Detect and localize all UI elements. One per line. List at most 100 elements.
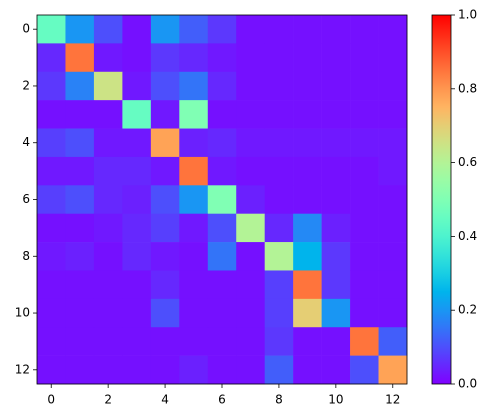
heatmap-cell (122, 185, 152, 214)
heatmap-cell (264, 156, 294, 186)
heatmap-cell (321, 71, 351, 101)
heatmap-cell (293, 270, 322, 300)
heatmap-cell (37, 185, 66, 214)
heatmap-cell (93, 213, 123, 243)
heatmap-cell (350, 355, 379, 385)
colorbar-tick-label: 0.6 (458, 155, 477, 169)
heatmap-cell (236, 355, 265, 385)
heatmap-cell (37, 355, 66, 385)
heatmap-cell (321, 185, 351, 214)
heatmap-cell (65, 128, 95, 158)
heatmap-cell (321, 242, 351, 271)
heatmap-cell (179, 156, 209, 186)
heatmap-cell (236, 298, 265, 328)
heatmap-cell (293, 100, 322, 129)
y-tick-label: 8 (22, 249, 30, 263)
heatmap-cell (350, 270, 379, 300)
x-tick-label: 4 (161, 393, 169, 407)
heatmap-cell (37, 43, 66, 73)
heatmap-cell (150, 270, 180, 300)
heatmap-cell (150, 128, 180, 158)
heatmap-cell (264, 355, 294, 385)
heatmap-cell (293, 242, 322, 271)
heatmap-cell (321, 270, 351, 300)
heatmap-cell (37, 15, 66, 44)
heatmap-cell (264, 100, 294, 129)
x-tick-label: 10 (328, 393, 343, 407)
heatmap-cell (207, 270, 237, 300)
heatmap-cell (93, 327, 123, 356)
heatmap-cell (236, 43, 265, 73)
heatmap-cell (378, 355, 408, 385)
heatmap-cell (321, 43, 351, 73)
colorbar-tick-label: 1.0 (458, 8, 477, 22)
heatmap-cell (65, 185, 95, 214)
heatmap-cell (350, 242, 379, 271)
heatmap-cell (207, 185, 237, 214)
heatmap-cell (207, 298, 237, 328)
heatmap-cell (65, 71, 95, 101)
heatmap-cell (293, 43, 322, 73)
heatmap-cell (321, 355, 351, 385)
y-tick-label: 12 (15, 362, 30, 376)
heatmap-cell (65, 43, 95, 73)
heatmap-cell (264, 71, 294, 101)
heatmap-cell (293, 298, 322, 328)
heatmap-cell (179, 100, 209, 129)
heatmap-cell (264, 185, 294, 214)
heatmap-cell (350, 327, 379, 356)
heatmap-cell (236, 156, 265, 186)
heatmap-cell (150, 213, 180, 243)
heatmap-cell (93, 100, 123, 129)
heatmap-cell (37, 128, 66, 158)
heatmap-cell (37, 156, 66, 186)
heatmap-cell (321, 156, 351, 186)
heatmap-cell (350, 100, 379, 129)
heatmap-cell (37, 213, 66, 243)
heatmap-cell (264, 270, 294, 300)
heatmap-cell (264, 242, 294, 271)
heatmap-cell (122, 100, 152, 129)
heatmap-cell (179, 242, 209, 271)
heatmap-cell (122, 327, 152, 356)
heatmap-cell (93, 185, 123, 214)
heatmap-cell (207, 43, 237, 73)
heatmap-cell (264, 128, 294, 158)
heatmap-cell (150, 71, 180, 101)
x-tick-label: 2 (104, 393, 112, 407)
heatmap-cell (321, 213, 351, 243)
heatmap-cell (93, 242, 123, 271)
heatmap-cell (350, 156, 379, 186)
heatmap-cell (122, 128, 152, 158)
heatmap-cell (37, 100, 66, 129)
x-tick-label: 0 (47, 393, 55, 407)
heatmap-cell (293, 71, 322, 101)
heatmap-cell (179, 71, 209, 101)
heatmap-cell (122, 355, 152, 385)
heatmap-cell (207, 213, 237, 243)
heatmap-cell (179, 355, 209, 385)
heatmap-cell (93, 298, 123, 328)
heatmap-cell (293, 156, 322, 186)
heatmap-cell (350, 15, 379, 44)
heatmap-cell (150, 327, 180, 356)
heatmap-cell (65, 15, 95, 44)
heatmap-cell (179, 128, 209, 158)
heatmap-cell (179, 213, 209, 243)
heatmap-cell (65, 270, 95, 300)
heatmap-cell (93, 71, 123, 101)
heatmap-cell (293, 185, 322, 214)
heatmap-cell (207, 128, 237, 158)
heatmap-cell (150, 100, 180, 129)
heatmap-cell (207, 71, 237, 101)
x-tick-label: 8 (275, 393, 283, 407)
heatmap-cell (236, 100, 265, 129)
heatmap-cell (93, 43, 123, 73)
heatmap-cell (179, 185, 209, 214)
y-tick-label: 2 (22, 78, 30, 92)
heatmap-cell (378, 156, 408, 186)
heatmap-cell (293, 355, 322, 385)
heatmap-cell (264, 43, 294, 73)
heatmap-cell (207, 355, 237, 385)
